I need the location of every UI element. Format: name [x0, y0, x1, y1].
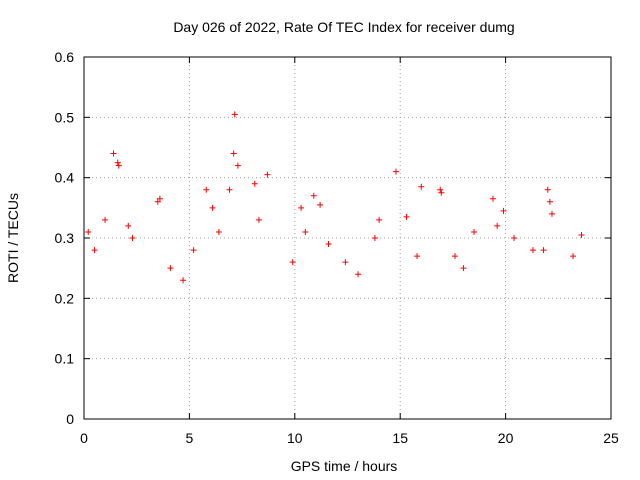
data-point [310, 192, 317, 199]
data-point [500, 207, 507, 214]
data-point [470, 228, 477, 235]
data-point [544, 186, 551, 193]
data-point [452, 253, 459, 260]
data-point [190, 247, 197, 254]
y-axis-title: ROTI / TECUs [5, 193, 21, 283]
grid [84, 57, 611, 419]
data-point [317, 201, 324, 208]
data-point [129, 235, 136, 241]
x-tick-label: 25 [603, 430, 619, 446]
data-point [298, 204, 305, 211]
data-point [289, 259, 296, 266]
data-point [546, 198, 553, 205]
x-tick-label: 10 [287, 430, 303, 446]
data-point [540, 247, 547, 254]
data-point [302, 228, 309, 235]
data-point [403, 213, 410, 220]
chart-title: Day 026 of 2022, Rate Of TEC Index for r… [173, 19, 514, 35]
data-point [255, 216, 262, 223]
x-tick-labels: 0 5 10 15 20 25 [80, 430, 619, 446]
data-point [392, 168, 399, 175]
x-tick-label: 5 [186, 430, 194, 446]
data-point [114, 159, 121, 166]
y-tick-label: 0.5 [55, 109, 75, 125]
y-tick-label: 0 [66, 411, 74, 427]
data-point [209, 204, 216, 211]
x-tick-label: 15 [392, 430, 408, 446]
data-point [437, 186, 444, 193]
data-point [156, 195, 163, 202]
y-tick-label: 0.4 [55, 170, 75, 186]
data-point [342, 259, 349, 266]
axis-ticks [83, 56, 612, 420]
data-point [414, 253, 421, 260]
data-point [110, 150, 117, 157]
data-point [180, 277, 187, 284]
data-point [325, 241, 332, 248]
plot-frame [83, 56, 612, 420]
data-point [438, 189, 445, 196]
data-point [530, 247, 537, 254]
data-point [85, 228, 92, 235]
data-point [231, 111, 238, 118]
plot-points [85, 111, 585, 284]
y-tick-labels: 0 0.1 0.2 0.3 0.4 0.5 0.6 [55, 49, 75, 427]
y-tick-label: 0.2 [55, 290, 75, 306]
data-point [154, 198, 161, 205]
data-point [264, 171, 271, 178]
data-point [167, 265, 174, 272]
data-point [578, 231, 585, 238]
data-point [230, 150, 237, 157]
data-point [226, 186, 233, 193]
x-tick-label: 20 [498, 430, 514, 446]
data-point [460, 265, 467, 272]
data-point [125, 222, 132, 229]
data-point [570, 253, 577, 260]
data-point [418, 183, 425, 190]
data-point [494, 222, 501, 229]
data-point [234, 162, 241, 169]
data-point [102, 216, 109, 223]
data-point [548, 210, 555, 217]
y-tick-label: 0.6 [55, 49, 75, 65]
data-point [115, 162, 122, 169]
y-tick-label: 0.3 [55, 230, 75, 246]
data-point [355, 271, 362, 278]
data-point [371, 235, 378, 241]
x-axis-title: GPS time / hours [291, 458, 398, 474]
data-point [489, 195, 496, 202]
data-point [215, 228, 222, 235]
data-point [376, 216, 383, 223]
data-point [511, 235, 518, 241]
data-point [91, 247, 98, 254]
data-point [203, 186, 210, 193]
data-point [251, 180, 258, 187]
x-tick-label: 0 [80, 430, 88, 446]
y-tick-label: 0.1 [55, 351, 75, 367]
